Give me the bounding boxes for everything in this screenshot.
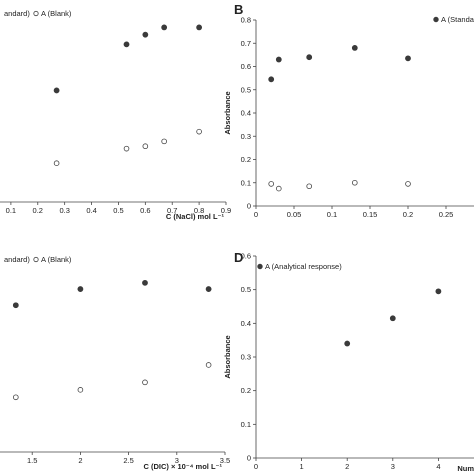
legend-marker-filled bbox=[257, 263, 263, 270]
data-point-filled bbox=[351, 45, 358, 51]
panel-letter: D bbox=[234, 250, 243, 265]
x-tick-label: 0.8 bbox=[194, 206, 204, 215]
x-tick-label: 3.5 bbox=[220, 456, 230, 465]
x-tick-label: 0.7 bbox=[167, 206, 177, 215]
data-point-open bbox=[142, 379, 148, 386]
data-point-open bbox=[123, 145, 130, 152]
y-tick-label: 0.8 bbox=[241, 16, 251, 25]
x-axis-label: Num bbox=[457, 464, 474, 473]
data-point-open bbox=[275, 185, 282, 192]
legend-entry: andard) bbox=[4, 9, 30, 18]
y-tick-label: 0.4 bbox=[241, 319, 251, 328]
data-point-filled bbox=[389, 315, 396, 322]
data-point-filled bbox=[405, 55, 411, 62]
x-tick-label: 2 bbox=[78, 456, 82, 465]
data-point-open bbox=[161, 138, 167, 145]
y-tick-label: 0.2 bbox=[241, 155, 251, 164]
panel-b: B 0 0.05 0.1 0.15 0.2 0.25 0 0.1 0.2 0.3 0.4 0.5 0.6 0… bbox=[223, 2, 474, 219]
data-point-filled bbox=[12, 302, 19, 309]
x-tick-label: 0.9 bbox=[221, 206, 231, 215]
x-tick-label: 1.5 bbox=[27, 456, 37, 465]
y-tick-label: 0.5 bbox=[241, 285, 251, 294]
data-point-open bbox=[306, 183, 313, 190]
legend-entry: A (Blank) bbox=[41, 255, 72, 264]
data-point-filled bbox=[142, 279, 148, 286]
legend-marker-open bbox=[33, 10, 39, 17]
panel-c: 1.5 2 2.5 3 3.5C (DIC) × 10⁻⁴ mol L⁻¹ andard)… bbox=[0, 255, 230, 471]
data-point-filled bbox=[435, 288, 442, 295]
y-tick-label: 0.6 bbox=[241, 62, 251, 71]
data-point-open bbox=[351, 179, 358, 186]
panel-letter: B bbox=[234, 2, 243, 17]
x-tick-label: 3 bbox=[391, 462, 395, 471]
legend-entry: andard) bbox=[4, 255, 30, 264]
data-point-filled bbox=[77, 286, 84, 292]
data-point-filled bbox=[205, 286, 212, 292]
x-tick-label: 3 bbox=[175, 456, 179, 465]
x-tick-label: 4 bbox=[436, 462, 440, 471]
data-point-open bbox=[142, 143, 149, 150]
legend-marker-open bbox=[33, 256, 39, 263]
data-point-filled bbox=[53, 87, 60, 94]
x-tick-label: 0.2 bbox=[403, 210, 413, 219]
x-tick-label: 0 bbox=[254, 462, 258, 471]
y-tick-label: 0.2 bbox=[241, 386, 251, 395]
data-point-filled bbox=[196, 24, 203, 31]
y-axis-label: Absorbance bbox=[223, 91, 232, 134]
data-point-filled bbox=[306, 54, 313, 61]
data-point-open bbox=[268, 181, 275, 187]
y-tick-label: 0.1 bbox=[241, 420, 251, 429]
y-tick-label: 0.4 bbox=[241, 109, 251, 118]
data-point-filled bbox=[123, 41, 130, 48]
x-tick-label: 2.5 bbox=[123, 456, 133, 465]
x-tick-label: 1 bbox=[300, 462, 304, 471]
legend-entry: A (Analytical response) bbox=[265, 262, 342, 271]
y-tick-label: 0.3 bbox=[241, 132, 251, 141]
data-point-open bbox=[13, 394, 19, 401]
y-tick-label: 0.6 bbox=[241, 252, 251, 261]
x-tick-label: 0.05 bbox=[287, 210, 302, 219]
legend-entry: A (Standa bbox=[441, 15, 474, 24]
y-tick-label: 0 bbox=[247, 202, 251, 211]
y-tick-label: 0.3 bbox=[241, 353, 251, 362]
y-tick-label: 0.7 bbox=[241, 39, 251, 48]
data-point-open bbox=[53, 160, 60, 167]
x-tick-label: 0.2 bbox=[33, 206, 43, 215]
x-tick-label: 2 bbox=[345, 462, 349, 471]
x-tick-label: 0.15 bbox=[363, 210, 378, 219]
x-tick-label: 0.5 bbox=[113, 206, 123, 215]
x-tick-label: 0 bbox=[254, 210, 258, 219]
y-tick-label: 0.5 bbox=[241, 85, 251, 94]
data-point-filled bbox=[275, 56, 282, 63]
data-point-filled bbox=[344, 340, 351, 347]
data-point-open bbox=[77, 387, 84, 393]
x-tick-label: 0.6 bbox=[140, 206, 150, 215]
x-tick-label: 0.3 bbox=[59, 206, 69, 215]
data-point-filled bbox=[161, 24, 168, 31]
data-point-filled bbox=[142, 31, 149, 38]
y-tick-label: 0.1 bbox=[241, 178, 251, 187]
x-axis-label: C (NaCl) mol L⁻¹ bbox=[166, 212, 225, 221]
y-axis-label: Absorbance bbox=[223, 335, 232, 378]
panel-d: D 0 1 2 3 4 0 0.1 0.2 0.3 0.4 0.5 0.6 Absorbance Num A … bbox=[223, 250, 474, 473]
x-tick-label: 0.25 bbox=[439, 210, 454, 219]
data-point-filled bbox=[268, 76, 275, 83]
legend-entry: A (Blank) bbox=[41, 9, 72, 18]
x-tick-label: 0.1 bbox=[6, 206, 16, 215]
x-tick-label: 0.1 bbox=[327, 210, 337, 219]
data-point-open bbox=[205, 362, 212, 368]
panel-a: 0.1 0.2 0.3 0.4 0.5 0.6 0.7 0.8 0.9C (NaCl) mol … bbox=[0, 9, 231, 221]
x-tick-label: 0.4 bbox=[86, 206, 96, 215]
data-point-open bbox=[196, 128, 202, 135]
data-point-open bbox=[405, 181, 411, 187]
legend-marker-filled bbox=[433, 16, 439, 23]
x-axis-label: C (DIC) × 10⁻⁴ mol L⁻¹ bbox=[143, 462, 222, 471]
y-tick-label: 0 bbox=[247, 454, 251, 463]
